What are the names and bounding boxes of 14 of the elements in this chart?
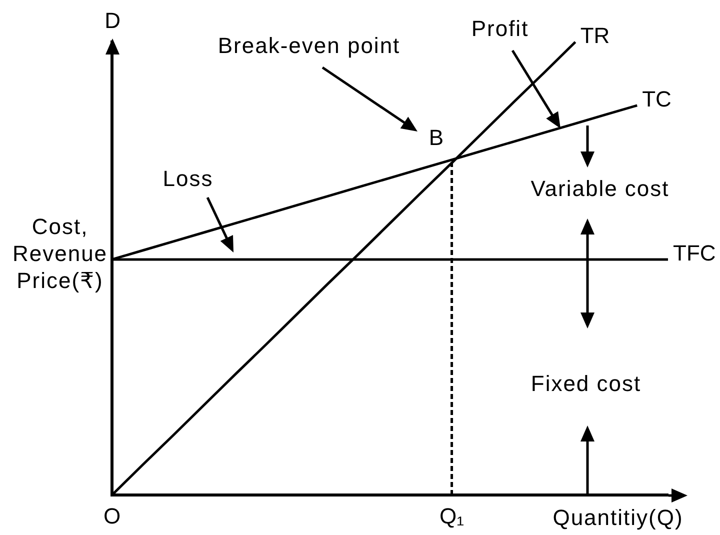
annotation: Fixed cost — [530, 371, 642, 396]
text: D — [104, 8, 122, 34]
text: Profit — [471, 16, 529, 42]
x-tick-label: Q₁ — [440, 503, 464, 528]
annotation: B — [428, 124, 445, 150]
y-axis-title: Cost, Revenue Price(₹) — [12, 214, 108, 294]
x-tick-label: O — [103, 503, 121, 528]
annotation: Variable cost — [530, 176, 670, 202]
series-label: TC — [642, 86, 672, 112]
x-axis-title: Quantitiy(Q) — [552, 505, 684, 530]
series-label: TFC — [673, 240, 716, 266]
series-label: TR — [580, 23, 610, 48]
annotation: Break-even point — [218, 33, 400, 58]
annotation: Loss — [162, 166, 214, 192]
